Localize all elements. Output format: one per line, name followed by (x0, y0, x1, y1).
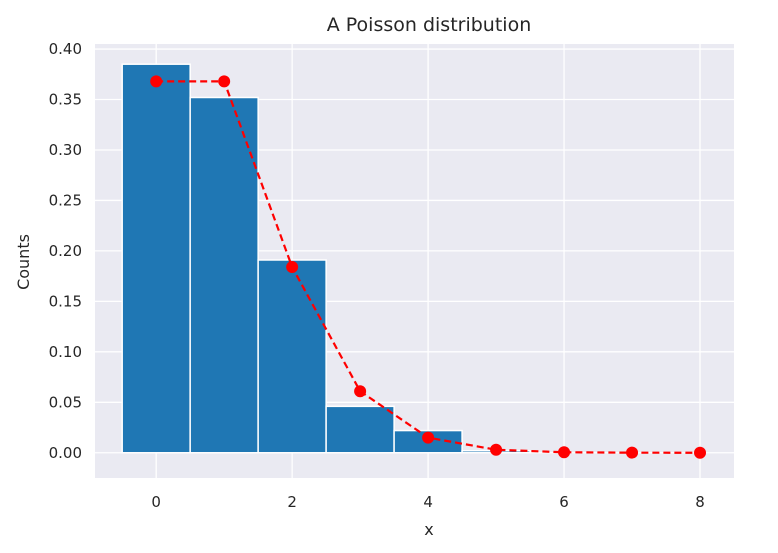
series-point-0-7 (626, 446, 639, 459)
y-tick-label-0: 0.00 (49, 444, 82, 462)
x-tick-label-0: 0 (151, 493, 161, 511)
histogram-bar-3 (325, 405, 395, 454)
series-point-0-4 (422, 431, 435, 444)
x-tick-labels: 0 2 4 6 8 (151, 493, 704, 511)
y-tick-label-1: 0.05 (49, 393, 82, 411)
x-axis-label: x (424, 520, 433, 539)
histogram-bar-1 (189, 96, 259, 454)
histogram-bar-2 (257, 259, 327, 454)
y-tick-label-3: 0.15 (49, 292, 82, 310)
y-tick-label-8: 0.40 (49, 40, 82, 58)
poisson-pmf-series (150, 75, 707, 459)
histogram-bar-0 (121, 63, 191, 454)
series-point-0-5 (490, 443, 503, 456)
series-point-0-1 (218, 75, 231, 88)
series-point-0-8 (694, 446, 707, 459)
series-point-0-6 (558, 446, 571, 459)
x-tick-label-3: 6 (559, 493, 569, 511)
y-tick-label-4: 0.20 (49, 242, 82, 260)
y-tick-labels: 0.00 0.05 0.10 0.15 0.20 0.25 0.30 0.35 0.40 (49, 40, 82, 462)
y-tick-label-5: 0.25 (49, 191, 82, 209)
y-tick-label-2: 0.10 (49, 343, 82, 361)
x-tick-label-1: 2 (287, 493, 297, 511)
series-point-0-0 (150, 75, 163, 88)
y-tick-label-7: 0.35 (49, 91, 82, 109)
histogram-bars (121, 63, 531, 454)
series-point-0-2 (286, 261, 299, 274)
x-tick-label-2: 4 (423, 493, 433, 511)
y-axis-label: Counts (14, 234, 33, 290)
series-point-0-3 (354, 385, 367, 398)
chart-title: A Poisson distribution (327, 14, 532, 36)
y-tick-label-6: 0.30 (49, 141, 82, 159)
x-tick-label-4: 8 (695, 493, 705, 511)
